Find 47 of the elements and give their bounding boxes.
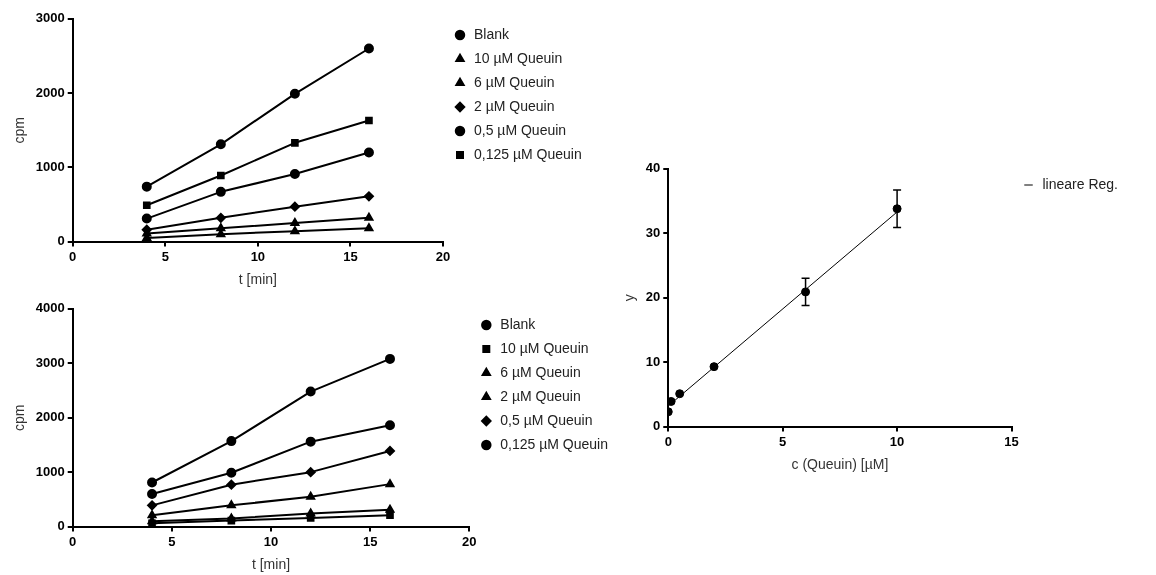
legend-label: 10 µM Queuin — [500, 339, 589, 356]
x-axis-title: t [min] — [238, 271, 277, 288]
x-tick-label: 15 — [343, 248, 358, 264]
x-tick-label: 0 — [69, 248, 77, 264]
legend-label: 6 µM Queuin — [500, 363, 581, 380]
legend-label: 2 µM Queuin — [474, 97, 555, 114]
y-tick-label: 40 — [645, 160, 661, 176]
x-tick-label: 10 — [263, 533, 279, 549]
x-tick-label: 10 — [250, 248, 266, 264]
y-tick-label: 2000 — [35, 84, 65, 100]
x-tick-label: 5 — [779, 433, 787, 449]
x-axis-title: c (Queuin) [µM] — [791, 456, 889, 473]
x-tick-label: 5 — [168, 533, 176, 549]
legend-label: 0,125 µM Queuin — [474, 145, 582, 162]
legend-label: Blank — [500, 315, 537, 332]
y-tick-label: 0 — [653, 418, 661, 434]
x-tick-label: 20 — [462, 533, 477, 549]
y-axis-title: cpm — [11, 116, 28, 144]
y-tick-label: 2000 — [35, 409, 65, 425]
legend-label: lineare Reg. — [1042, 175, 1119, 192]
legend-label: 0,5 µM Queuin — [474, 121, 567, 138]
y-tick-label: 3000 — [35, 354, 65, 370]
legend-label: 6 µM Queuin — [474, 73, 555, 90]
x-tick-label: 20 — [435, 248, 451, 264]
y-tick-label: 4000 — [35, 300, 65, 316]
y-tick-label: 0 — [57, 518, 65, 534]
y-tick-label: 10 — [645, 353, 661, 369]
y-tick-label: 1000 — [35, 463, 65, 479]
x-tick-label: 10 — [889, 433, 905, 449]
legend-label: 0,125 µM Queuin — [500, 435, 608, 452]
y-tick-label: 1000 — [35, 158, 65, 174]
y-axis-title: cpm — [11, 404, 28, 431]
y-tick-label: 20 — [645, 289, 661, 305]
x-tick-label: 15 — [362, 533, 378, 549]
legend-label: 0,5 µM Queuin — [500, 411, 593, 428]
y-tick-label: 0 — [57, 233, 65, 249]
legend-label: Blank — [474, 25, 511, 42]
x-tick-label: 5 — [161, 248, 169, 264]
x-axis-title: t [min] — [251, 556, 291, 573]
y-tick-label: 30 — [645, 224, 661, 240]
legend-label: 2 µM Queuin — [500, 387, 581, 404]
x-tick-label: 0 — [664, 433, 672, 449]
legend-label: 10 µM Queuin — [474, 49, 563, 66]
x-tick-label: 15 — [1004, 433, 1019, 449]
y-tick-label: 3000 — [35, 10, 65, 26]
y-axis-title: y — [621, 294, 638, 302]
x-tick-label: 0 — [69, 533, 77, 549]
